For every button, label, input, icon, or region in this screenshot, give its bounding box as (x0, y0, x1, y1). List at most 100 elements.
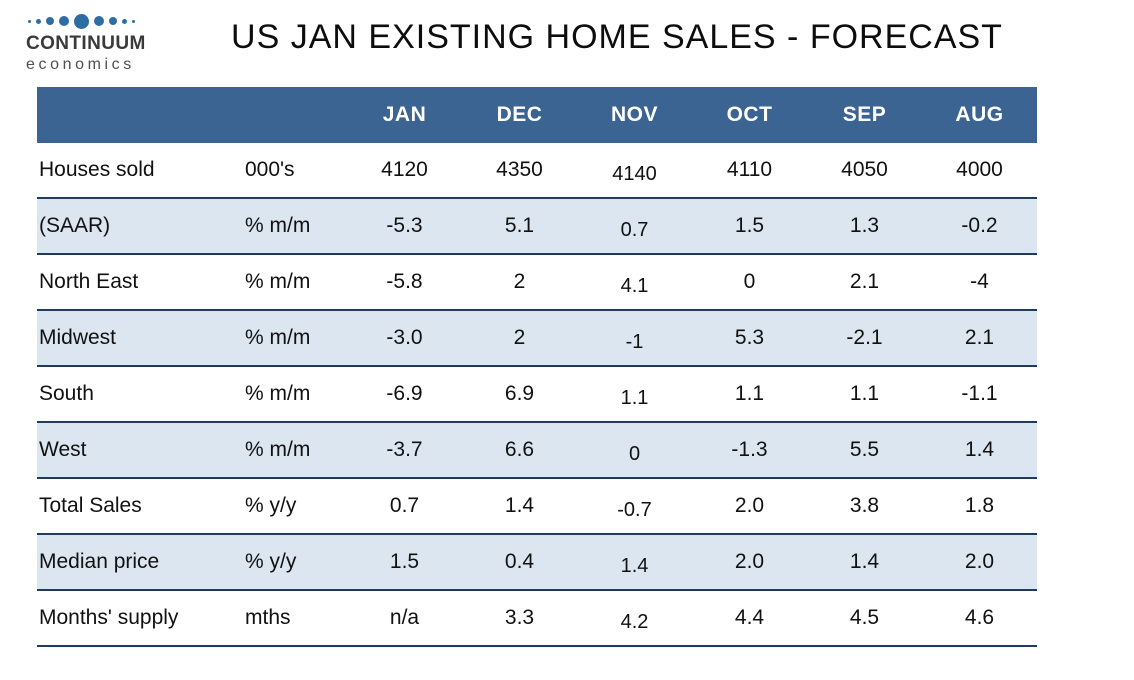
table-header-row: JAN DEC NOV OCT SEP AUG (37, 87, 1037, 143)
cell-oct: 0 (743, 270, 756, 293)
column-header-aug: AUG (955, 103, 1004, 126)
logo-dot (46, 17, 54, 25)
row-label: West (39, 438, 87, 461)
row-label: Total Sales (39, 494, 142, 517)
cell-aug: 1.8 (964, 494, 995, 517)
table-row: Total Sales % y/y 0.7 1.4 -0.7 2.0 3.8 1.8 (37, 479, 1037, 535)
cell-sep: -2.1 (846, 326, 883, 349)
cell-oct: -1.3 (731, 438, 768, 461)
logo-dot (132, 19, 135, 23)
cell-sep: 2.1 (849, 270, 880, 293)
row-unit: % m/m (245, 382, 311, 405)
cell-aug: -0.2 (961, 214, 998, 237)
cell-dec: 6.9 (504, 382, 535, 405)
cell-nov: 4.2 (620, 610, 649, 633)
cell-jan: 1.5 (389, 550, 420, 573)
row-unit: % m/m (245, 214, 311, 237)
table-row: (SAAR) % m/m -5.3 5.1 0.7 1.5 1.3 -0.2 (37, 199, 1037, 255)
table-row: Months' supply mths n/a 3.3 4.2 4.4 4.5 4.6 (37, 591, 1037, 647)
cell-aug: 4.6 (964, 606, 995, 629)
cell-aug: 4000 (956, 158, 1003, 181)
cell-aug: -1.1 (961, 382, 998, 405)
cell-oct: 2.0 (734, 494, 765, 517)
cell-jan: -6.9 (386, 382, 423, 405)
table-row: West % m/m -3.7 6.6 0 -1.3 5.5 1.4 (37, 423, 1037, 479)
column-header-sep: SEP (842, 103, 887, 126)
cell-nov: 4140 (612, 162, 657, 185)
row-label: Midwest (39, 326, 117, 349)
cell-jan: -5.8 (386, 270, 423, 293)
column-header-nov: NOV (610, 103, 658, 126)
cell-aug: 2.0 (964, 550, 995, 573)
column-header-jan: JAN (382, 103, 427, 126)
continuum-logo: CONTINUUM economics (26, 12, 156, 74)
cell-nov: -1 (625, 330, 644, 353)
cell-dec: 1.4 (504, 494, 535, 517)
cell-sep: 1.4 (849, 550, 880, 573)
logo-dot (109, 17, 117, 25)
cell-sep: 4050 (841, 158, 888, 181)
row-unit: % m/m (245, 438, 311, 461)
page-title: US JAN EXISTING HOME SALES - FORECAST (231, 18, 1003, 56)
logo-dots-icon (28, 12, 156, 30)
table-row: South % m/m -6.9 6.9 1.1 1.1 1.1 -1.1 (37, 367, 1037, 423)
cell-aug: 2.1 (964, 326, 995, 349)
logo-dot (122, 18, 127, 24)
logo-dot (36, 18, 41, 24)
column-header-oct: OCT (726, 103, 773, 126)
logo-subname: economics (26, 56, 135, 73)
row-unit: % y/y (245, 494, 297, 517)
forecast-table: JAN DEC NOV OCT SEP AUG Houses sold 000's 412… (37, 87, 1037, 647)
cell-nov: -0.7 (617, 498, 652, 521)
column-header-dec: DEC (496, 103, 543, 126)
cell-sep: 1.1 (849, 382, 880, 405)
cell-jan: 0.7 (389, 494, 420, 517)
cell-dec: 2 (513, 270, 526, 293)
cell-dec: 5.1 (504, 214, 535, 237)
row-unit: % y/y (245, 550, 297, 573)
logo-dot (94, 16, 104, 26)
cell-nov: 1.1 (620, 386, 649, 409)
logo-dot (74, 13, 89, 29)
cell-dec: 6.6 (504, 438, 535, 461)
cell-jan: -3.7 (386, 438, 423, 461)
table-row: North East % m/m -5.8 2 4.1 0 2.1 -4 (37, 255, 1037, 311)
cell-sep: 5.5 (849, 438, 880, 461)
cell-nov: 0.7 (620, 218, 649, 241)
cell-dec: 2 (513, 326, 526, 349)
table-row: Midwest % m/m -3.0 2 -1 5.3 -2.1 2.1 (37, 311, 1037, 367)
cell-aug: -4 (970, 270, 989, 293)
row-label: (SAAR) (39, 214, 111, 237)
cell-jan: -3.0 (386, 326, 423, 349)
row-label: Months' supply (39, 606, 179, 629)
row-label: Houses sold (39, 158, 155, 181)
cell-jan: 4120 (381, 158, 428, 181)
cell-nov: 0 (628, 442, 641, 465)
cell-sep: 1.3 (849, 214, 880, 237)
cell-jan: -5.3 (386, 214, 423, 237)
logo-dot (59, 16, 69, 26)
row-unit: 000's (245, 158, 295, 181)
row-label: North East (39, 270, 139, 293)
cell-dec: 0.4 (504, 550, 535, 573)
cell-oct: 5.3 (734, 326, 765, 349)
cell-oct: 4.4 (734, 606, 765, 629)
cell-dec: 3.3 (504, 606, 535, 629)
cell-jan: n/a (389, 606, 420, 629)
cell-oct: 1.1 (734, 382, 765, 405)
cell-nov: 1.4 (620, 554, 649, 577)
cell-oct: 4110 (726, 158, 773, 181)
cell-nov: 4.1 (620, 274, 649, 297)
cell-oct: 1.5 (734, 214, 765, 237)
cell-sep: 4.5 (849, 606, 880, 629)
cell-aug: 1.4 (964, 438, 995, 461)
cell-sep: 3.8 (849, 494, 880, 517)
row-unit: % m/m (245, 326, 311, 349)
logo-name: CONTINUUM (26, 33, 146, 54)
row-unit: mths (245, 606, 291, 629)
row-label: Median price (39, 550, 160, 573)
logo-dot (28, 19, 31, 23)
cell-oct: 2.0 (734, 550, 765, 573)
row-label: South (39, 382, 94, 405)
cell-dec: 4350 (496, 158, 543, 181)
